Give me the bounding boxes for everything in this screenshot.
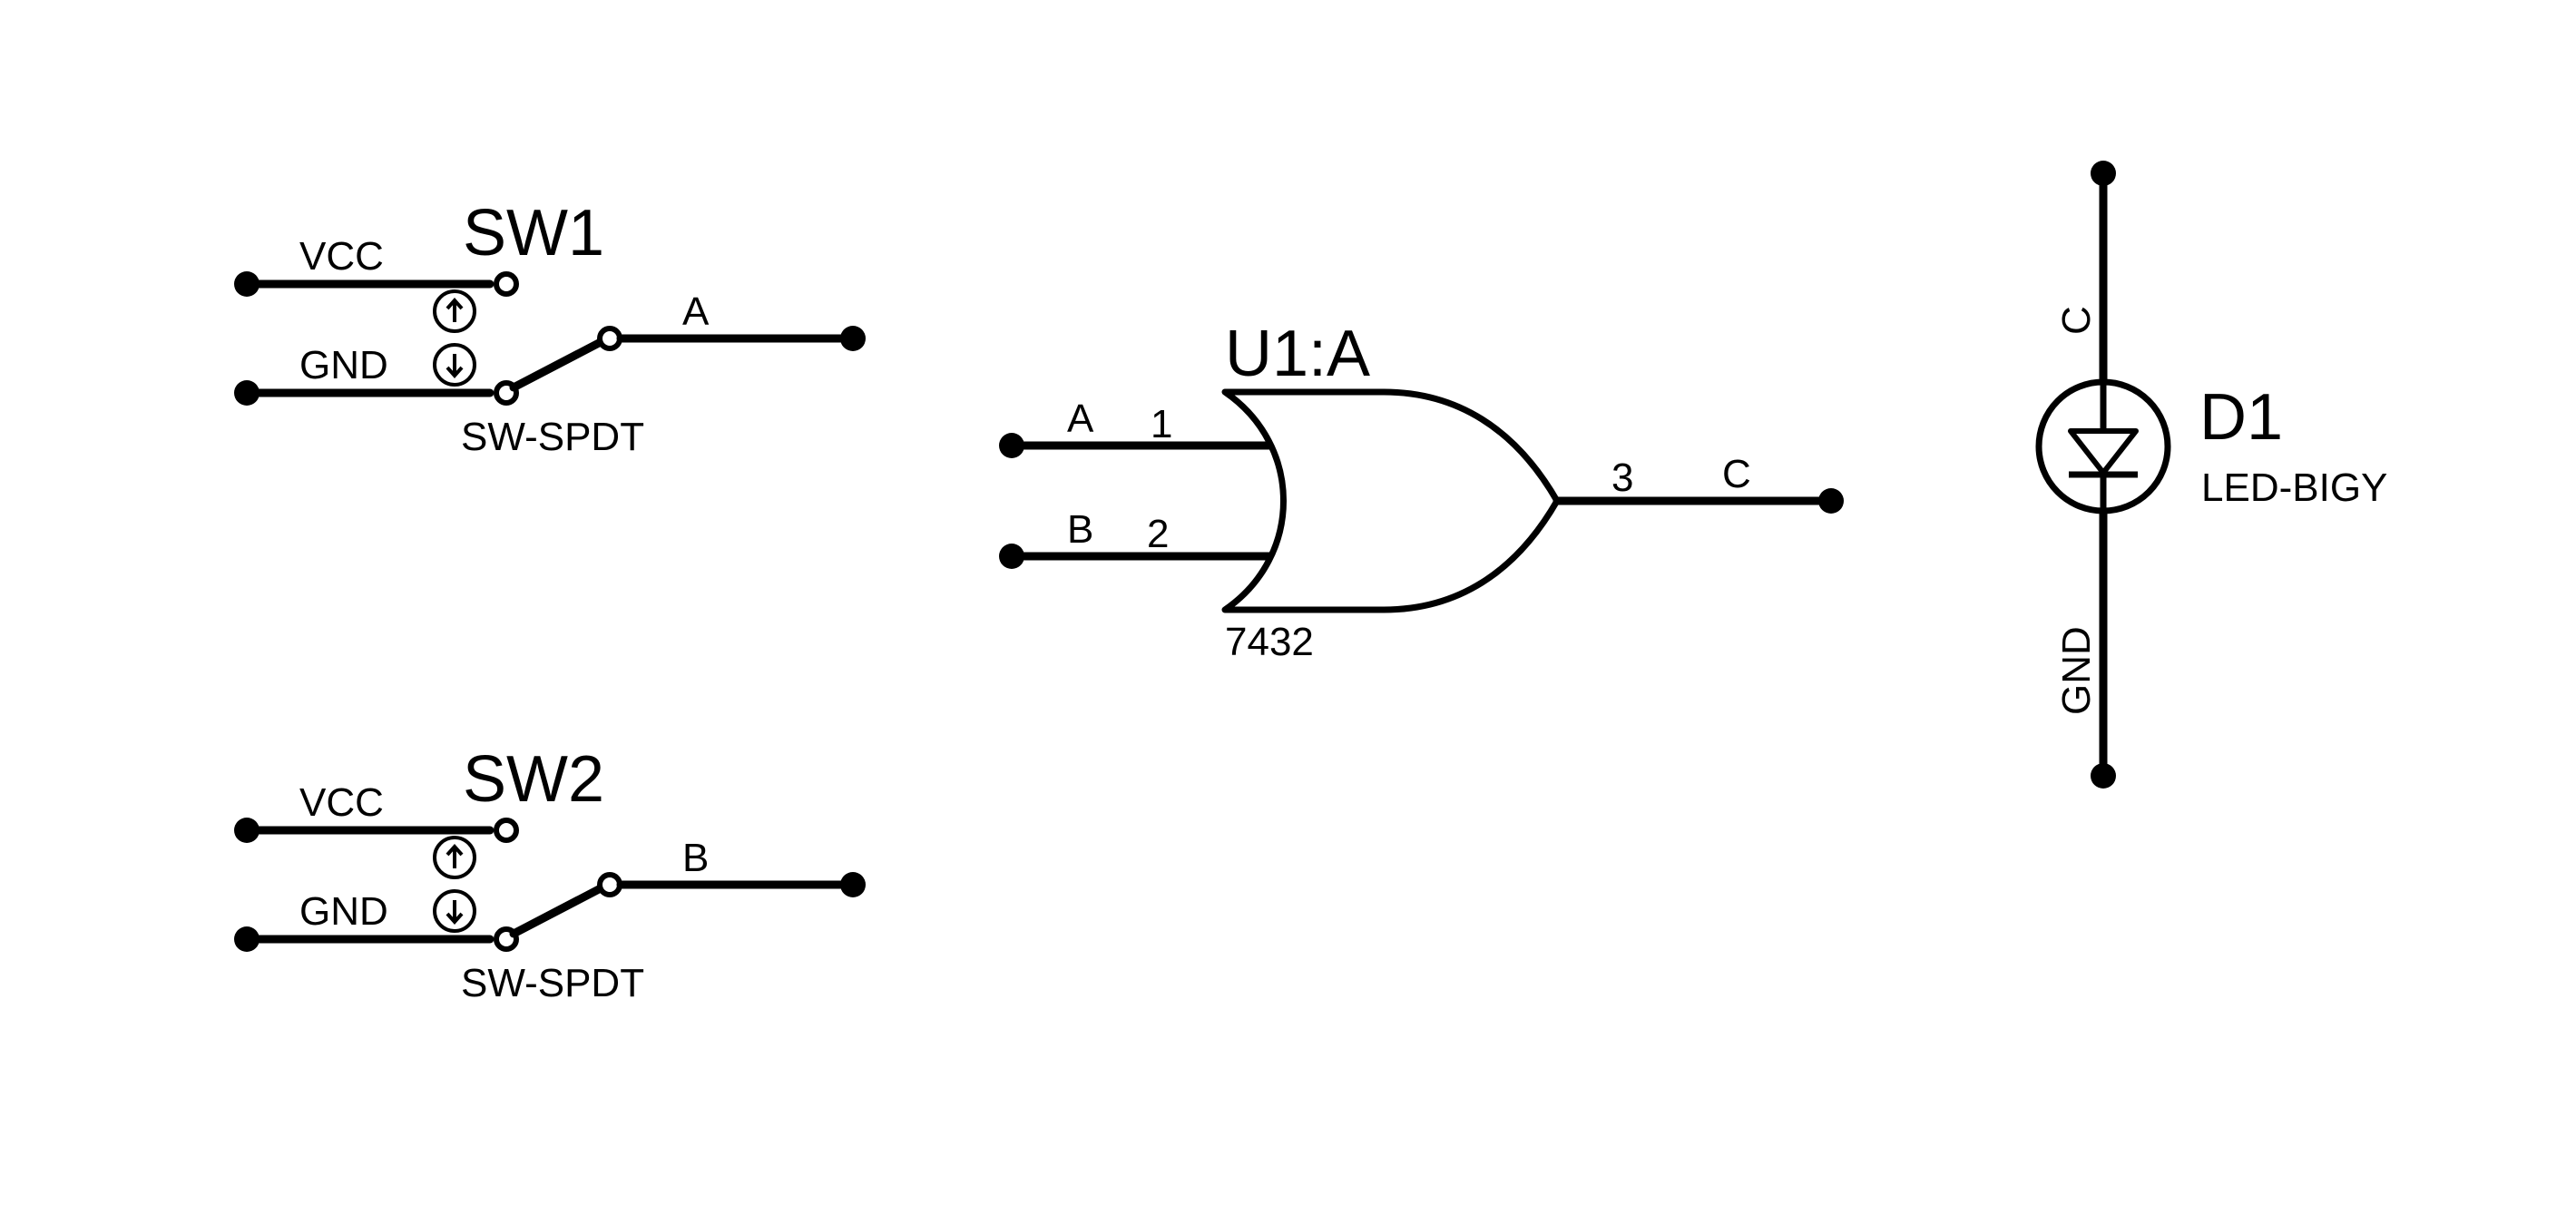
gate-output-pin-label: 3: [1611, 456, 1633, 500]
sw2-reference: SW2: [463, 743, 604, 816]
arrow-up-icon[interactable]: [433, 289, 476, 333]
sw2-out-terminal[interactable]: [840, 872, 866, 897]
or-gate-body: [1221, 388, 1561, 613]
sw1-value-label: SW-SPDT: [461, 415, 644, 459]
sw1-gnd-net-label: GND: [299, 343, 388, 387]
led-value-label: LED-BIGY: [2201, 465, 2387, 510]
sw2-up-contact: [494, 818, 519, 843]
gate-input-2-terminal[interactable]: [999, 544, 1024, 569]
sw1-reference: SW1: [463, 197, 604, 269]
sw2-value-label: SW-SPDT: [461, 961, 644, 1005]
sw2-gnd-net-label: GND: [299, 889, 388, 934]
sw2-vcc-net-label: VCC: [299, 780, 384, 825]
switch-sw2[interactable]: SW2 VCC GND SW-SPDT B: [234, 743, 866, 1005]
sw2-vcc-terminal[interactable]: [234, 818, 260, 843]
arrow-down-icon[interactable]: [433, 889, 476, 933]
arrow-up-icon[interactable]: [433, 836, 476, 879]
gate-input-2-pin-label: 2: [1147, 512, 1169, 556]
gate-output-net-label: C: [1722, 452, 1751, 496]
sw1-out-terminal[interactable]: [840, 326, 866, 351]
sw2-gnd-terminal[interactable]: [234, 926, 260, 952]
gate-reference: U1:A: [1225, 318, 1370, 390]
arrow-down-icon[interactable]: [433, 343, 476, 387]
sw1-out-net-label: A: [682, 289, 710, 334]
switch-sw1[interactable]: SW1 VCC GND SW-SPDT A: [234, 197, 866, 459]
led-cathode-terminal[interactable]: [2091, 763, 2116, 789]
led-reference: D1: [2199, 381, 2283, 454]
sw2-out-net-label: B: [682, 836, 709, 880]
led-anode-terminal[interactable]: [2091, 161, 2116, 186]
gate-input-1-pin-label: 1: [1151, 402, 1172, 446]
gate-input-1-net-label: A: [1067, 397, 1094, 441]
sw1-vcc-terminal[interactable]: [234, 271, 260, 297]
sw1-gnd-terminal[interactable]: [234, 380, 260, 406]
gate-value-label: 7432: [1225, 620, 1314, 664]
gate-output-terminal[interactable]: [1818, 488, 1844, 514]
sw1-up-contact: [494, 271, 519, 297]
led-d1[interactable]: D1 LED-BIGY C GND: [2035, 161, 2387, 789]
sw1-vcc-net-label: VCC: [299, 234, 384, 279]
gate-input-1-terminal[interactable]: [999, 433, 1024, 458]
led-cathode-net-label: GND: [2054, 626, 2099, 715]
sw1-lever: [509, 338, 603, 392]
gate-input-2-net-label: B: [1067, 507, 1093, 552]
diode-triangle-icon: [2068, 428, 2139, 475]
sw2-lever: [509, 885, 603, 938]
or-gate-u1a[interactable]: U1:A 7432 A 1 B 2 3 C: [999, 318, 1844, 664]
led-anode-net-label: C: [2054, 306, 2099, 335]
